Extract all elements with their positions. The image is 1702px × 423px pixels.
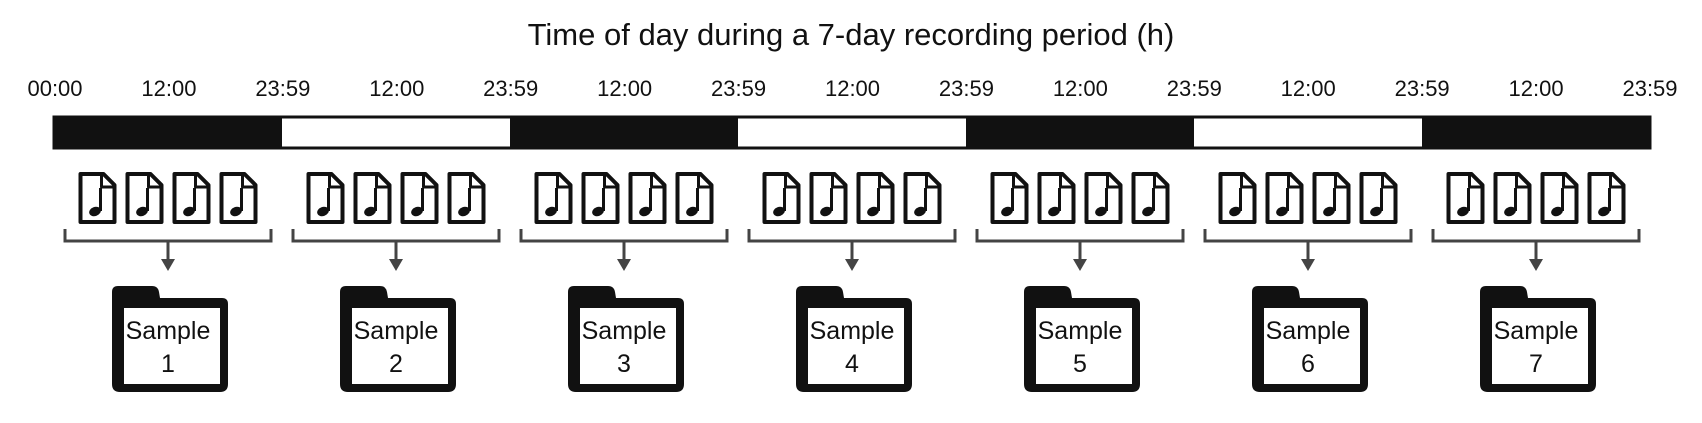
music-file-icon	[447, 172, 486, 224]
day-segment-dark	[510, 117, 738, 148]
sample-label: Sample	[1494, 317, 1579, 345]
folder-icon	[568, 286, 684, 392]
timeline-bar	[52, 115, 1652, 150]
music-file-icon	[172, 172, 211, 224]
music-file-icon	[809, 172, 848, 224]
diagram-title: Time of day during a 7-day recording per…	[528, 17, 1175, 52]
day-group: Sample 7	[1431, 172, 1641, 392]
group-bracket	[291, 229, 501, 243]
music-file-icon	[400, 172, 439, 224]
arrowhead	[1529, 259, 1543, 271]
arrowhead	[1073, 259, 1087, 271]
sample-label: Sample	[810, 317, 895, 345]
time-label: 00:00	[27, 76, 82, 101]
music-file-icon	[1265, 172, 1304, 224]
time-label: 12:00	[1281, 76, 1336, 101]
folder-icon	[1252, 286, 1368, 392]
arrowhead	[161, 259, 175, 271]
music-file-icon	[1037, 172, 1076, 224]
music-file-icon	[1540, 172, 1579, 224]
sample-label: Sample	[1038, 317, 1123, 345]
music-file-icon	[534, 172, 573, 224]
music-file-icon	[856, 172, 895, 224]
group-bracket	[63, 229, 273, 243]
music-file-icon	[78, 172, 117, 224]
group-bracket	[975, 229, 1185, 243]
arrowhead	[1301, 259, 1315, 271]
group-bracket	[1431, 229, 1641, 243]
music-file-icon	[1131, 172, 1170, 224]
day-group: Sample 4	[747, 172, 957, 392]
day-segment-light	[1194, 117, 1422, 148]
time-label: 23:59	[1622, 76, 1677, 101]
folder-icon	[340, 286, 456, 392]
group-bracket	[1203, 229, 1413, 243]
time-labels: 00:00 12:00 23:59 12:00 23:59 12:00 23:59 12:00…	[27, 76, 1677, 101]
music-file-icon	[628, 172, 667, 224]
day-group: Sample 3	[519, 172, 729, 392]
music-file-icon	[990, 172, 1029, 224]
time-label: 23:59	[1395, 76, 1450, 101]
time-label: 12:00	[369, 76, 424, 101]
day-segment-light	[738, 117, 966, 148]
time-label: 12:00	[1509, 76, 1564, 101]
music-file-icon	[1312, 172, 1351, 224]
folder-icon	[1024, 286, 1140, 392]
music-file-icon	[306, 172, 345, 224]
sample-number: 2	[389, 350, 403, 378]
arrowhead	[617, 259, 631, 271]
time-label: 12:00	[825, 76, 880, 101]
day-group: Sample 6	[1203, 172, 1413, 392]
sample-number: 3	[617, 350, 631, 378]
day-segment-dark	[1422, 117, 1650, 148]
time-label: 23:59	[483, 76, 538, 101]
arrowhead	[845, 259, 859, 271]
music-file-icon	[125, 172, 164, 224]
day-segment-light	[282, 117, 510, 148]
time-label: 12:00	[141, 76, 196, 101]
sample-number: 6	[1301, 350, 1315, 378]
music-file-icon	[1446, 172, 1485, 224]
music-file-icon	[762, 172, 801, 224]
day-groups: Sample1Sample2Sample3Sample4Sample5Sampl…	[63, 172, 1641, 392]
sample-label: Sample	[1266, 317, 1351, 345]
music-file-icon	[1587, 172, 1626, 224]
day-segment-dark	[966, 117, 1194, 148]
sample-number: 7	[1529, 350, 1543, 378]
day-segment-dark	[54, 117, 282, 148]
music-file-icon	[1218, 172, 1257, 224]
group-bracket	[747, 229, 957, 243]
time-label: 23:59	[711, 76, 766, 101]
sample-number: 1	[161, 350, 175, 378]
folder-icon	[112, 286, 228, 392]
sample-number: 4	[845, 350, 859, 378]
day-group: Sample 2	[291, 172, 501, 392]
sample-label: Sample	[582, 317, 667, 345]
timeline-border	[52, 115, 1652, 150]
music-file-icon	[675, 172, 714, 224]
music-file-icon	[903, 172, 942, 224]
time-label: 23:59	[1167, 76, 1222, 101]
music-file-icon	[219, 172, 258, 224]
sample-number: 5	[1073, 350, 1087, 378]
music-file-icon	[1493, 172, 1532, 224]
sample-label: Sample	[354, 317, 439, 345]
arrowhead	[389, 259, 403, 271]
group-bracket	[519, 229, 729, 243]
day-group: Sample 1	[63, 172, 273, 392]
folder-icon	[1480, 286, 1596, 392]
music-file-icon	[1084, 172, 1123, 224]
sample-label: Sample	[126, 317, 211, 345]
music-file-icon	[1359, 172, 1398, 224]
folder-icon	[796, 286, 912, 392]
time-label: 23:59	[939, 76, 994, 101]
time-label: 12:00	[597, 76, 652, 101]
time-label: 12:00	[1053, 76, 1108, 101]
music-file-icon	[581, 172, 620, 224]
day-group: Sample 5	[975, 172, 1185, 392]
music-file-icon	[353, 172, 392, 224]
time-label: 23:59	[255, 76, 310, 101]
